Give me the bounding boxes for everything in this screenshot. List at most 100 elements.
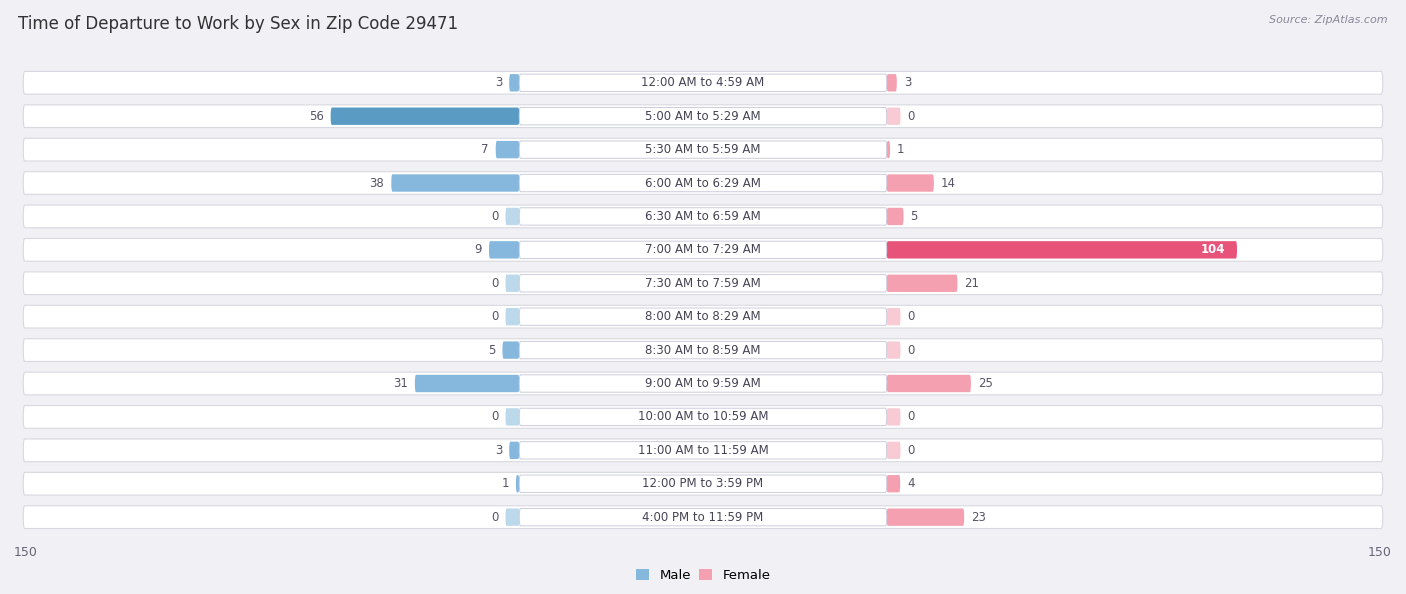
FancyBboxPatch shape — [519, 108, 887, 125]
Text: 3: 3 — [495, 444, 502, 457]
FancyBboxPatch shape — [24, 272, 1382, 295]
Text: 0: 0 — [491, 511, 499, 524]
FancyBboxPatch shape — [519, 274, 887, 292]
FancyBboxPatch shape — [489, 241, 519, 258]
FancyBboxPatch shape — [502, 342, 519, 359]
Text: 9:00 AM to 9:59 AM: 9:00 AM to 9:59 AM — [645, 377, 761, 390]
FancyBboxPatch shape — [887, 408, 900, 425]
FancyBboxPatch shape — [330, 108, 519, 125]
FancyBboxPatch shape — [509, 74, 519, 91]
Text: 0: 0 — [907, 444, 915, 457]
Text: 14: 14 — [941, 176, 956, 189]
Text: 5:30 AM to 5:59 AM: 5:30 AM to 5:59 AM — [645, 143, 761, 156]
Text: 4: 4 — [907, 477, 914, 490]
Text: 0: 0 — [907, 343, 915, 356]
Text: 7:30 AM to 7:59 AM: 7:30 AM to 7:59 AM — [645, 277, 761, 290]
FancyBboxPatch shape — [24, 339, 1382, 361]
Text: 4:00 PM to 11:59 PM: 4:00 PM to 11:59 PM — [643, 511, 763, 524]
FancyBboxPatch shape — [24, 172, 1382, 194]
FancyBboxPatch shape — [887, 241, 1237, 258]
Text: 0: 0 — [491, 410, 499, 424]
FancyBboxPatch shape — [887, 308, 900, 326]
Text: 0: 0 — [907, 410, 915, 424]
Text: 1: 1 — [502, 477, 509, 490]
Text: 5: 5 — [488, 343, 495, 356]
FancyBboxPatch shape — [887, 175, 934, 192]
Text: 6:00 AM to 6:29 AM: 6:00 AM to 6:29 AM — [645, 176, 761, 189]
FancyBboxPatch shape — [519, 208, 887, 225]
Text: 21: 21 — [965, 277, 980, 290]
Text: 9: 9 — [475, 244, 482, 257]
Text: 1: 1 — [897, 143, 904, 156]
FancyBboxPatch shape — [24, 71, 1382, 94]
FancyBboxPatch shape — [887, 208, 904, 225]
Text: 104: 104 — [1201, 244, 1226, 257]
Text: 0: 0 — [491, 277, 499, 290]
Text: 7:00 AM to 7:29 AM: 7:00 AM to 7:29 AM — [645, 244, 761, 257]
Text: 3: 3 — [904, 76, 911, 89]
FancyBboxPatch shape — [24, 439, 1382, 462]
Text: 5: 5 — [911, 210, 918, 223]
Text: 25: 25 — [977, 377, 993, 390]
Text: 8:00 AM to 8:29 AM: 8:00 AM to 8:29 AM — [645, 310, 761, 323]
Legend: Male, Female: Male, Female — [630, 563, 776, 587]
Text: Time of Departure to Work by Sex in Zip Code 29471: Time of Departure to Work by Sex in Zip … — [18, 15, 458, 33]
Text: 0: 0 — [907, 110, 915, 123]
FancyBboxPatch shape — [415, 375, 519, 392]
FancyBboxPatch shape — [887, 375, 972, 392]
FancyBboxPatch shape — [519, 141, 887, 158]
FancyBboxPatch shape — [24, 372, 1382, 395]
Text: 10:00 AM to 10:59 AM: 10:00 AM to 10:59 AM — [638, 410, 768, 424]
FancyBboxPatch shape — [24, 406, 1382, 428]
FancyBboxPatch shape — [506, 208, 519, 225]
Text: 3: 3 — [495, 76, 502, 89]
Text: 150: 150 — [1368, 545, 1392, 558]
FancyBboxPatch shape — [887, 141, 890, 158]
Text: 0: 0 — [491, 210, 499, 223]
Text: 5:00 AM to 5:29 AM: 5:00 AM to 5:29 AM — [645, 110, 761, 123]
FancyBboxPatch shape — [506, 274, 519, 292]
Text: 12:00 PM to 3:59 PM: 12:00 PM to 3:59 PM — [643, 477, 763, 490]
FancyBboxPatch shape — [519, 442, 887, 459]
Text: 7: 7 — [481, 143, 489, 156]
Text: 38: 38 — [370, 176, 384, 189]
FancyBboxPatch shape — [887, 74, 897, 91]
Text: 23: 23 — [972, 511, 986, 524]
FancyBboxPatch shape — [887, 342, 900, 359]
FancyBboxPatch shape — [887, 274, 957, 292]
FancyBboxPatch shape — [24, 205, 1382, 228]
Text: 12:00 AM to 4:59 AM: 12:00 AM to 4:59 AM — [641, 76, 765, 89]
FancyBboxPatch shape — [519, 375, 887, 392]
Text: 31: 31 — [394, 377, 408, 390]
FancyBboxPatch shape — [509, 442, 519, 459]
FancyBboxPatch shape — [516, 475, 519, 492]
FancyBboxPatch shape — [519, 74, 887, 91]
FancyBboxPatch shape — [519, 408, 887, 425]
Text: 150: 150 — [14, 545, 38, 558]
Text: 6:30 AM to 6:59 AM: 6:30 AM to 6:59 AM — [645, 210, 761, 223]
FancyBboxPatch shape — [519, 175, 887, 192]
FancyBboxPatch shape — [24, 472, 1382, 495]
FancyBboxPatch shape — [24, 305, 1382, 328]
FancyBboxPatch shape — [519, 475, 887, 492]
FancyBboxPatch shape — [519, 308, 887, 326]
FancyBboxPatch shape — [519, 241, 887, 258]
FancyBboxPatch shape — [24, 105, 1382, 128]
FancyBboxPatch shape — [391, 175, 519, 192]
FancyBboxPatch shape — [887, 108, 900, 125]
Text: 0: 0 — [907, 310, 915, 323]
FancyBboxPatch shape — [519, 508, 887, 526]
FancyBboxPatch shape — [506, 508, 519, 526]
FancyBboxPatch shape — [519, 342, 887, 359]
Text: 11:00 AM to 11:59 AM: 11:00 AM to 11:59 AM — [638, 444, 768, 457]
Text: Source: ZipAtlas.com: Source: ZipAtlas.com — [1270, 15, 1388, 25]
Text: 56: 56 — [309, 110, 323, 123]
FancyBboxPatch shape — [887, 442, 900, 459]
FancyBboxPatch shape — [506, 308, 519, 326]
FancyBboxPatch shape — [887, 475, 900, 492]
FancyBboxPatch shape — [506, 408, 519, 425]
Text: 8:30 AM to 8:59 AM: 8:30 AM to 8:59 AM — [645, 343, 761, 356]
FancyBboxPatch shape — [24, 138, 1382, 161]
FancyBboxPatch shape — [24, 238, 1382, 261]
FancyBboxPatch shape — [887, 508, 965, 526]
